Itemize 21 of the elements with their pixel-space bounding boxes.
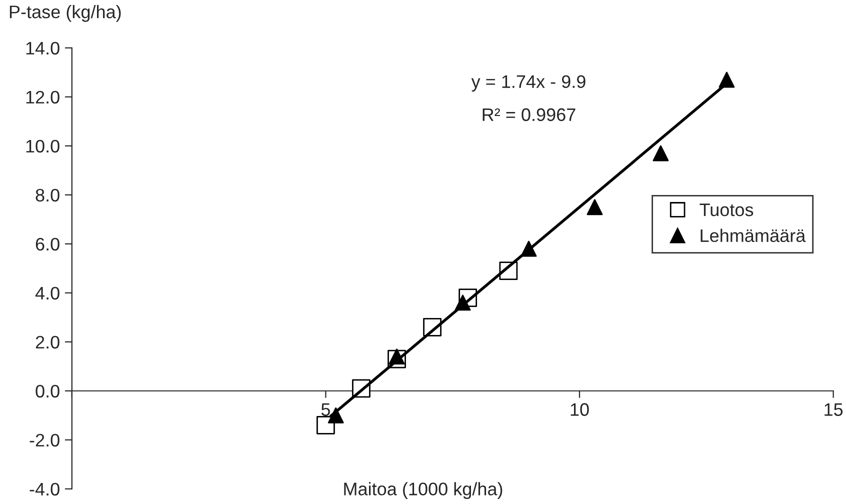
- y-tick-label: 10.0: [26, 140, 60, 153]
- x-tick-label: 10: [570, 403, 589, 416]
- y-tick-label: 14.0: [26, 42, 60, 55]
- point: [586, 199, 603, 216]
- y-tick-label: 4.0: [35, 286, 60, 300]
- y-tick-label: 2.0: [36, 336, 60, 349]
- legend-label: Tuotos: [700, 204, 754, 216]
- y-axis-title: P-tase (kg/ha): [10, 5, 121, 22]
- annotation: y = 1.74x - 9.9: [471, 75, 586, 92]
- y-tick-label: 0.0: [36, 384, 60, 398]
- y-tick-label: -2.0: [30, 434, 60, 447]
- x-tick-label: 15: [824, 403, 843, 416]
- x-axis-title: Maitoa (1000 kg/ha): [344, 482, 502, 499]
- y-tick-label: 6.0: [36, 238, 60, 251]
- legend-label: Lehmämäärä: [700, 228, 806, 242]
- point: [652, 145, 669, 162]
- y-tick-label: -4.0: [30, 482, 60, 496]
- y-tick-label: 12.0: [26, 90, 60, 104]
- annotation: R² = 0.9967: [482, 108, 576, 122]
- y-tick-label: 8.0: [36, 188, 60, 202]
- x-tick-label: 5: [321, 403, 330, 416]
